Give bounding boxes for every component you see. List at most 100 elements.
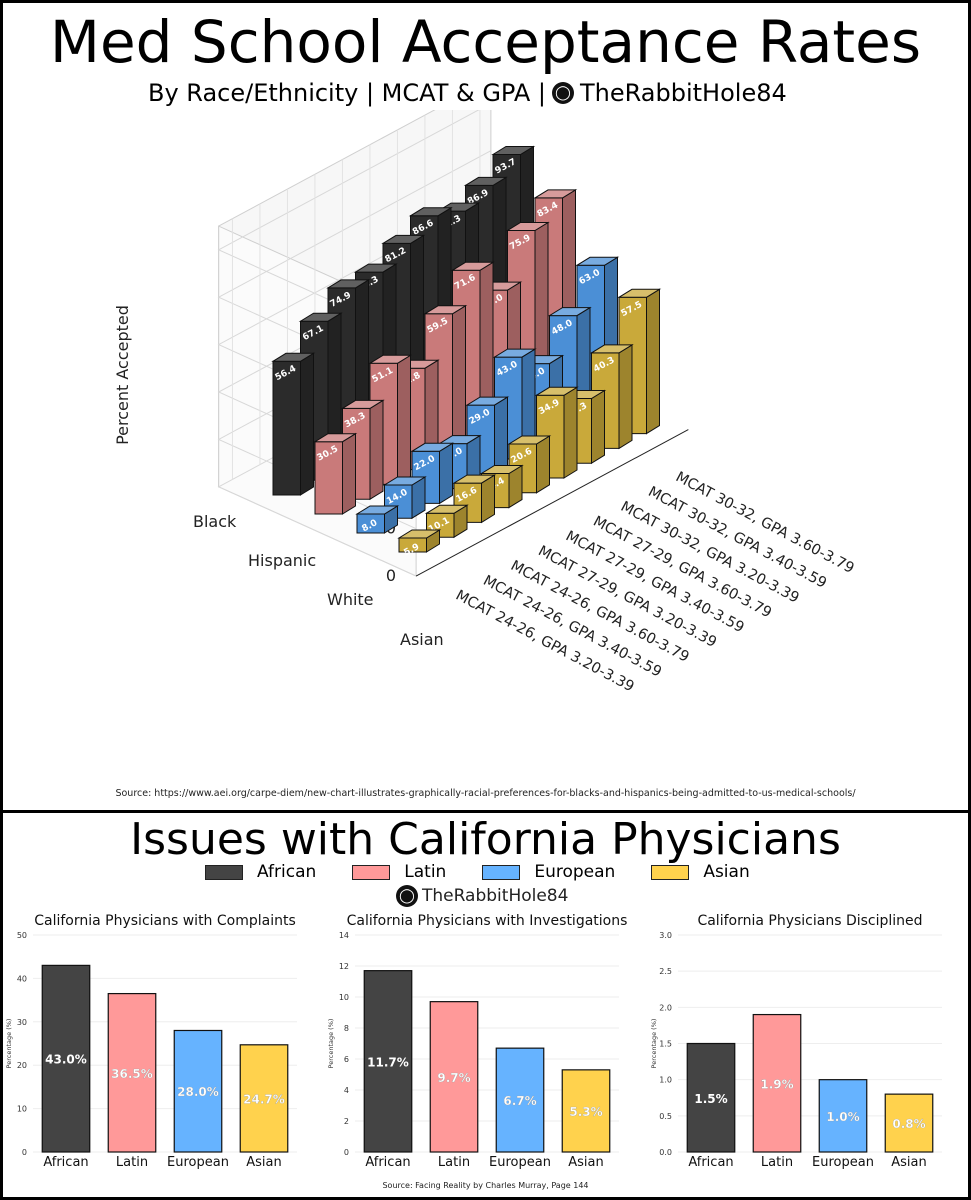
bar-top bbox=[465, 396, 510, 406]
bar-top bbox=[450, 261, 495, 271]
z-axis-label: Percent Accepted bbox=[113, 305, 132, 445]
group-label: Hispanic bbox=[248, 551, 316, 570]
bar-top bbox=[410, 442, 455, 452]
bar-top bbox=[437, 435, 482, 445]
legend-label: Latin bbox=[404, 862, 447, 882]
bar-top bbox=[589, 344, 634, 354]
y-tick-label: 1.0 bbox=[659, 1076, 672, 1085]
bar-top bbox=[424, 504, 469, 514]
legend-swatch bbox=[205, 864, 243, 880]
bar-side bbox=[397, 354, 411, 486]
legend-item-latin: Latin bbox=[352, 862, 446, 882]
bar-top bbox=[505, 222, 550, 231]
x-tick-label: European bbox=[489, 1155, 551, 1170]
bar-side bbox=[646, 288, 660, 435]
x-tick-label: European bbox=[167, 1155, 229, 1170]
bar bbox=[429, 1001, 479, 1153]
bar-side bbox=[494, 396, 508, 475]
bar-top bbox=[547, 307, 592, 317]
y-tick-label: 2.0 bbox=[659, 1003, 672, 1012]
bar-3d: 10.1 bbox=[424, 504, 469, 539]
bar bbox=[884, 1093, 934, 1153]
disciplined-bar-chart: California Physicians Disciplined 0.0 0.5 1… bbox=[650, 913, 942, 1170]
y-tick-label: 10 bbox=[339, 993, 349, 1002]
bar-top bbox=[533, 189, 578, 199]
y-tick-label: 0.5 bbox=[659, 1112, 672, 1121]
top-source: Source: https://www.aei.org/carpe-diem/n… bbox=[115, 788, 856, 799]
x-tick-label: European bbox=[812, 1155, 874, 1170]
page-title: Med School Acceptance Rates bbox=[49, 8, 922, 76]
bar bbox=[818, 1079, 868, 1153]
y-tick-label: 3.0 bbox=[659, 931, 672, 940]
bar bbox=[686, 1042, 736, 1153]
bar-top bbox=[382, 476, 427, 486]
bar-top bbox=[492, 348, 537, 358]
bar bbox=[41, 964, 91, 1153]
bar-value-label: 11.7% bbox=[367, 1055, 409, 1069]
x-tick-label: Latin bbox=[116, 1155, 148, 1170]
y-tick-label: 50 bbox=[17, 931, 27, 940]
legend-swatch bbox=[482, 864, 521, 880]
bar-top bbox=[353, 263, 398, 273]
bar-value-label: 24.7% bbox=[243, 1092, 285, 1106]
bar-top bbox=[298, 312, 343, 322]
y-axis-label: Percentage (%) bbox=[650, 1019, 658, 1069]
bar-value-label: 1.0% bbox=[826, 1110, 859, 1124]
legend-label: European bbox=[534, 862, 616, 882]
bar bbox=[363, 970, 413, 1153]
x-tick-label: Asian bbox=[568, 1155, 603, 1170]
bar-value-label: 1.9% bbox=[760, 1077, 793, 1091]
bar-value-label: 28.0% bbox=[177, 1085, 219, 1099]
bar-value-label: 1.5% bbox=[694, 1092, 727, 1106]
bar-top bbox=[368, 354, 413, 364]
bar-3d: 5.9 bbox=[397, 529, 442, 558]
bar-top bbox=[507, 435, 552, 445]
bar-top bbox=[397, 529, 442, 539]
bar bbox=[752, 1013, 802, 1153]
bar-top bbox=[423, 305, 468, 315]
legend-swatch bbox=[352, 864, 391, 880]
subchart-title: California Physicians Disciplined bbox=[697, 913, 922, 929]
bottom-source: Source: Facing Reality by Charles Murray… bbox=[382, 1181, 589, 1190]
x-tick-label: African bbox=[43, 1155, 88, 1170]
legend-item-european: European bbox=[482, 862, 615, 882]
bar-3d: 20.6 bbox=[507, 435, 552, 494]
x-tick-label: Asian bbox=[246, 1155, 281, 1170]
group-label: White bbox=[327, 590, 374, 609]
section-title: Issues with California Physicians bbox=[130, 814, 841, 865]
bar bbox=[495, 1047, 545, 1153]
legend: African Latin European Asian bbox=[205, 862, 750, 882]
y-tick-label: 0 bbox=[344, 1148, 349, 1157]
bar-value-label: 43.0% bbox=[45, 1053, 87, 1067]
bar-top bbox=[355, 505, 400, 515]
y-tick-label: 20 bbox=[17, 1061, 27, 1070]
y-tick-label: 10 bbox=[17, 1105, 27, 1114]
floor-edge bbox=[415, 429, 689, 577]
y-tick-label: 0 bbox=[22, 1148, 27, 1157]
y-tick-label: 6 bbox=[344, 1055, 349, 1064]
bar-side bbox=[618, 344, 633, 450]
bar-top bbox=[340, 399, 385, 409]
bar bbox=[173, 1029, 223, 1153]
y-tick-label: 8 bbox=[344, 1024, 349, 1033]
subchart-title: California Physicians with Investigation… bbox=[347, 913, 628, 929]
group-label: Asian bbox=[400, 630, 444, 649]
bar bbox=[239, 1044, 289, 1153]
acceptance-3d-bar-chart: 020406080100Percent Accepted93.786.982.3… bbox=[113, 110, 857, 695]
x-tick-label: Latin bbox=[438, 1155, 470, 1170]
bar-3d: 56.4 bbox=[271, 352, 316, 496]
bar-top bbox=[452, 474, 497, 484]
group-label: Black bbox=[193, 512, 237, 531]
bar-side bbox=[439, 442, 453, 505]
legend-label: African bbox=[257, 862, 317, 882]
bar-side bbox=[563, 386, 578, 479]
bar-value-label: 5.3% bbox=[569, 1105, 602, 1119]
bar-value-label: 9.7% bbox=[437, 1071, 470, 1085]
y-tick-label: 2 bbox=[344, 1117, 349, 1126]
y-tick-label: 4 bbox=[344, 1086, 349, 1095]
bar-3d: 8.0 bbox=[355, 505, 400, 534]
z-tick-label: 0 bbox=[386, 566, 396, 585]
y-axis-label: Percentage (%) bbox=[5, 1019, 13, 1069]
bar-side bbox=[300, 352, 314, 496]
